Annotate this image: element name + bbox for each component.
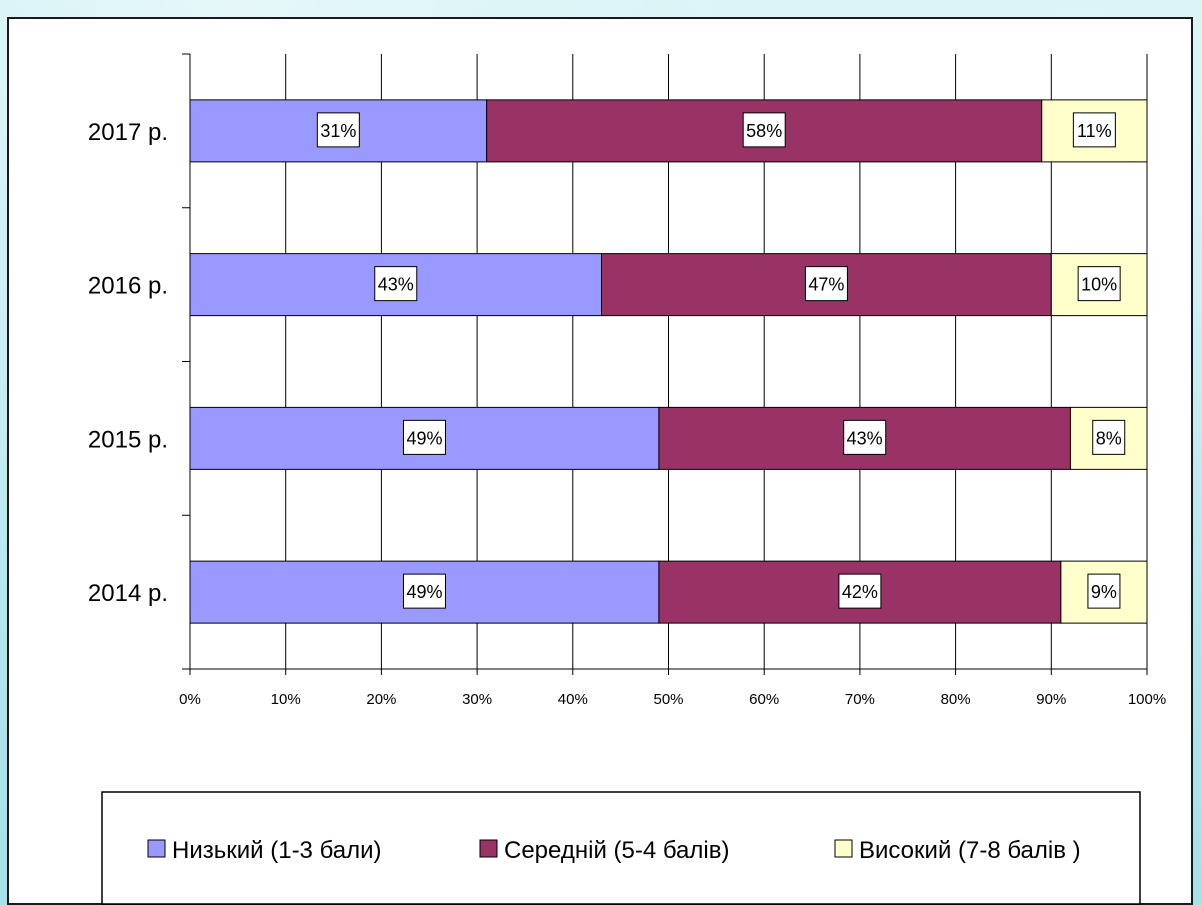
data-label-box [838,573,882,609]
data-label: 42% [842,582,878,602]
legend-entry: Низький (1-3 бали) [172,837,382,864]
legend-entry: Середній (5-4 балів) [504,837,729,864]
data-label-box [402,573,446,609]
data-label: 43% [847,428,883,448]
x-tick-label: 70% [845,691,875,708]
x-tick-label: 0% [179,691,201,708]
category-label: 2017 р. [88,119,168,146]
data-label: 10% [1081,275,1117,295]
category-label: 2016 р. [88,273,168,300]
x-tick-label: 20% [366,691,396,708]
legend-swatch [479,839,498,858]
data-label-box [742,112,786,148]
data-label-box [402,419,446,455]
data-label: 43% [378,275,414,295]
x-tick-label: 100% [1128,691,1166,708]
data-label-box [843,419,887,455]
x-tick-label: 90% [1036,691,1066,708]
legend-entry: Високий (7-8 балів ) [859,837,1081,864]
data-label-box [804,266,848,302]
bar-segment [1060,560,1148,624]
category-label: 2014 р. [88,580,168,607]
x-tick-label: 30% [462,691,492,708]
data-label: 31% [320,121,356,141]
data-label-box [374,266,418,302]
data-label: 8% [1096,428,1122,448]
data-label: 58% [746,121,782,141]
category-label: 2015 р. [88,426,168,453]
data-label: 11% [1077,121,1112,141]
data-label: 9% [1091,582,1117,602]
data-label: 49% [406,582,442,602]
data-label: 47% [808,275,844,295]
data-label-box [1077,266,1121,302]
x-tick-label: 80% [941,691,971,708]
x-tick-label: 10% [271,691,301,708]
data-label: 49% [406,428,442,448]
legend-swatch [147,839,166,858]
data-label-box [1092,419,1126,455]
x-tick-label: 40% [558,691,588,708]
data-label-box [316,112,360,148]
x-tick-label: 60% [749,691,779,708]
data-label-box [1087,573,1121,609]
data-label-box [1072,112,1116,148]
legend-box [101,791,1141,905]
legend-swatch [834,839,853,858]
x-tick-label: 50% [653,691,683,708]
